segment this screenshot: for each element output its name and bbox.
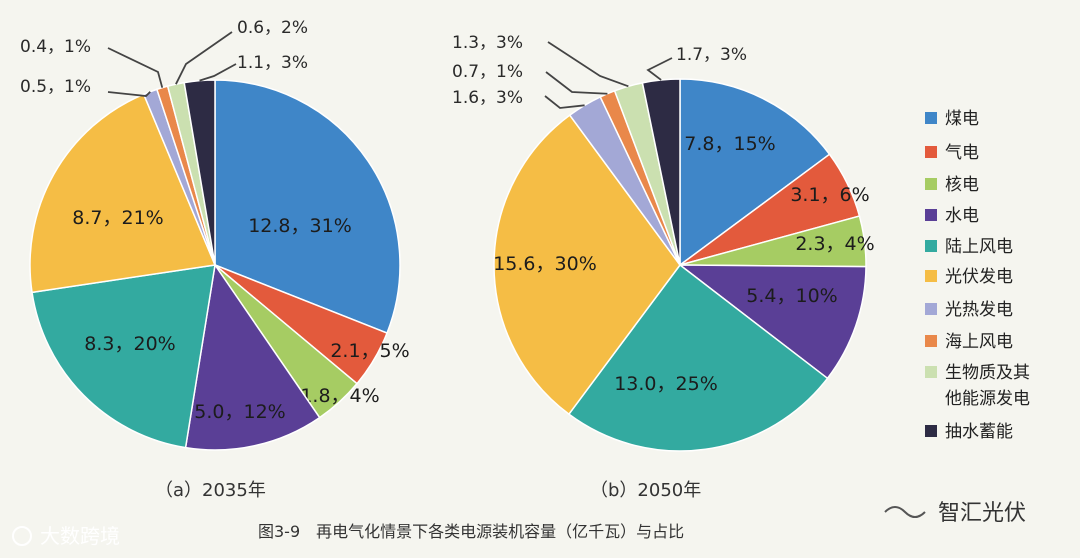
legend-swatch-4	[925, 209, 937, 221]
watermark-right-text: 智汇光伏	[938, 501, 1026, 526]
legend-swatch-1	[925, 112, 937, 124]
slice-label-10: 1.1，3%	[237, 53, 308, 73]
subtitle-2050: （b）2050年	[590, 480, 701, 501]
slice-label-9: 0.6，2%	[237, 18, 308, 38]
legend-swatch-2	[925, 146, 937, 158]
legend-label-8: 海上风电	[945, 332, 1013, 352]
slice-label-3: 1.8，4%	[300, 385, 379, 407]
slice-label-2: 3.1，6%	[790, 184, 869, 206]
watermark-left-text: 大数跨境	[40, 524, 120, 548]
slice-label-1: 12.8，31%	[248, 215, 352, 237]
pie-slice-6	[29, 93, 217, 294]
legend-swatch-9	[925, 366, 937, 378]
leader-line-8	[107, 47, 164, 88]
pie-slice-5	[31, 264, 216, 449]
pie-slice-4	[184, 263, 321, 451]
pie-chart-2035: 12.8，31% 2.1，5% 1.8，4% 5.0，12% 8.3，20% 8.7，21…	[20, 18, 410, 451]
slice-label-9: 1.3，3%	[452, 33, 523, 53]
legend-swatch-8	[925, 335, 937, 347]
watermark-right: 智汇光伏	[884, 501, 1026, 526]
legend-swatch-7	[925, 303, 937, 315]
pie-slice-1	[679, 78, 831, 267]
legend-swatch-5	[925, 240, 937, 252]
slice-label-6: 8.7，21%	[72, 207, 163, 229]
legend-label-4: 水电	[945, 206, 979, 226]
figure-caption: 图3-9 再电气化情景下各类电源装机容量（亿千瓦）与占比	[258, 522, 684, 541]
pie-slice-10	[641, 78, 681, 266]
slice-label-6: 15.6，30%	[493, 253, 597, 275]
legend-label-1: 煤电	[945, 109, 979, 129]
legend-swatch-10	[925, 425, 937, 437]
slice-label-3: 2.3，4%	[795, 233, 874, 255]
slice-label-5: 13.0，25%	[614, 373, 718, 395]
legend-swatch-3	[925, 178, 937, 190]
legend-label-5: 陆上风电	[945, 237, 1013, 257]
slice-label-5: 8.3，20%	[84, 333, 175, 355]
slice-label-10: 1.7，3%	[676, 45, 747, 65]
slice-label-4: 5.0，12%	[194, 401, 285, 423]
pie-slice-4	[677, 264, 867, 380]
leader-line-10	[646, 57, 673, 81]
leader-line-9	[175, 31, 233, 85]
leader-line-8	[545, 71, 608, 95]
legend-label-9: 生物质及其他能源发电	[945, 363, 1030, 409]
subtitle-2035: （a）2035年	[155, 480, 266, 501]
slice-label-4: 5.4，10%	[746, 285, 837, 307]
slice-label-8: 0.7，1%	[452, 62, 523, 82]
slice-label-7: 0.5，1%	[20, 77, 91, 97]
slice-label-1: 7.8，15%	[684, 133, 775, 155]
pie-slice-1	[214, 79, 401, 334]
pie-chart-2050: 7.8，15% 3.1，6% 2.3，4% 5.4，10% 13.0，25% 15.6，3…	[452, 33, 875, 452]
legend-label-10: 抽水蓄能	[945, 422, 1013, 442]
leader-line-7	[107, 91, 151, 97]
leader-line-9	[547, 41, 629, 88]
legend-swatch-6	[925, 270, 937, 282]
legend-label-7: 光热发电	[945, 300, 1013, 320]
pie-slice-5	[567, 263, 829, 452]
slice-label-8: 0.4，1%	[20, 37, 91, 57]
leader-line-10	[199, 63, 237, 82]
leader-line-7	[544, 95, 585, 109]
legend-label-3: 核电	[945, 175, 979, 195]
legend-label-6: 光伏发电	[945, 267, 1013, 287]
pie-slice-6	[493, 114, 681, 416]
slice-label-7: 1.6，3%	[452, 88, 523, 108]
watermark-left: 大数跨境	[12, 524, 120, 548]
legend-label-2: 气电	[945, 143, 979, 163]
slice-label-2: 2.1，5%	[330, 340, 409, 362]
watermark-logo-icon	[12, 526, 32, 546]
wechat-logo-icon	[884, 506, 926, 518]
